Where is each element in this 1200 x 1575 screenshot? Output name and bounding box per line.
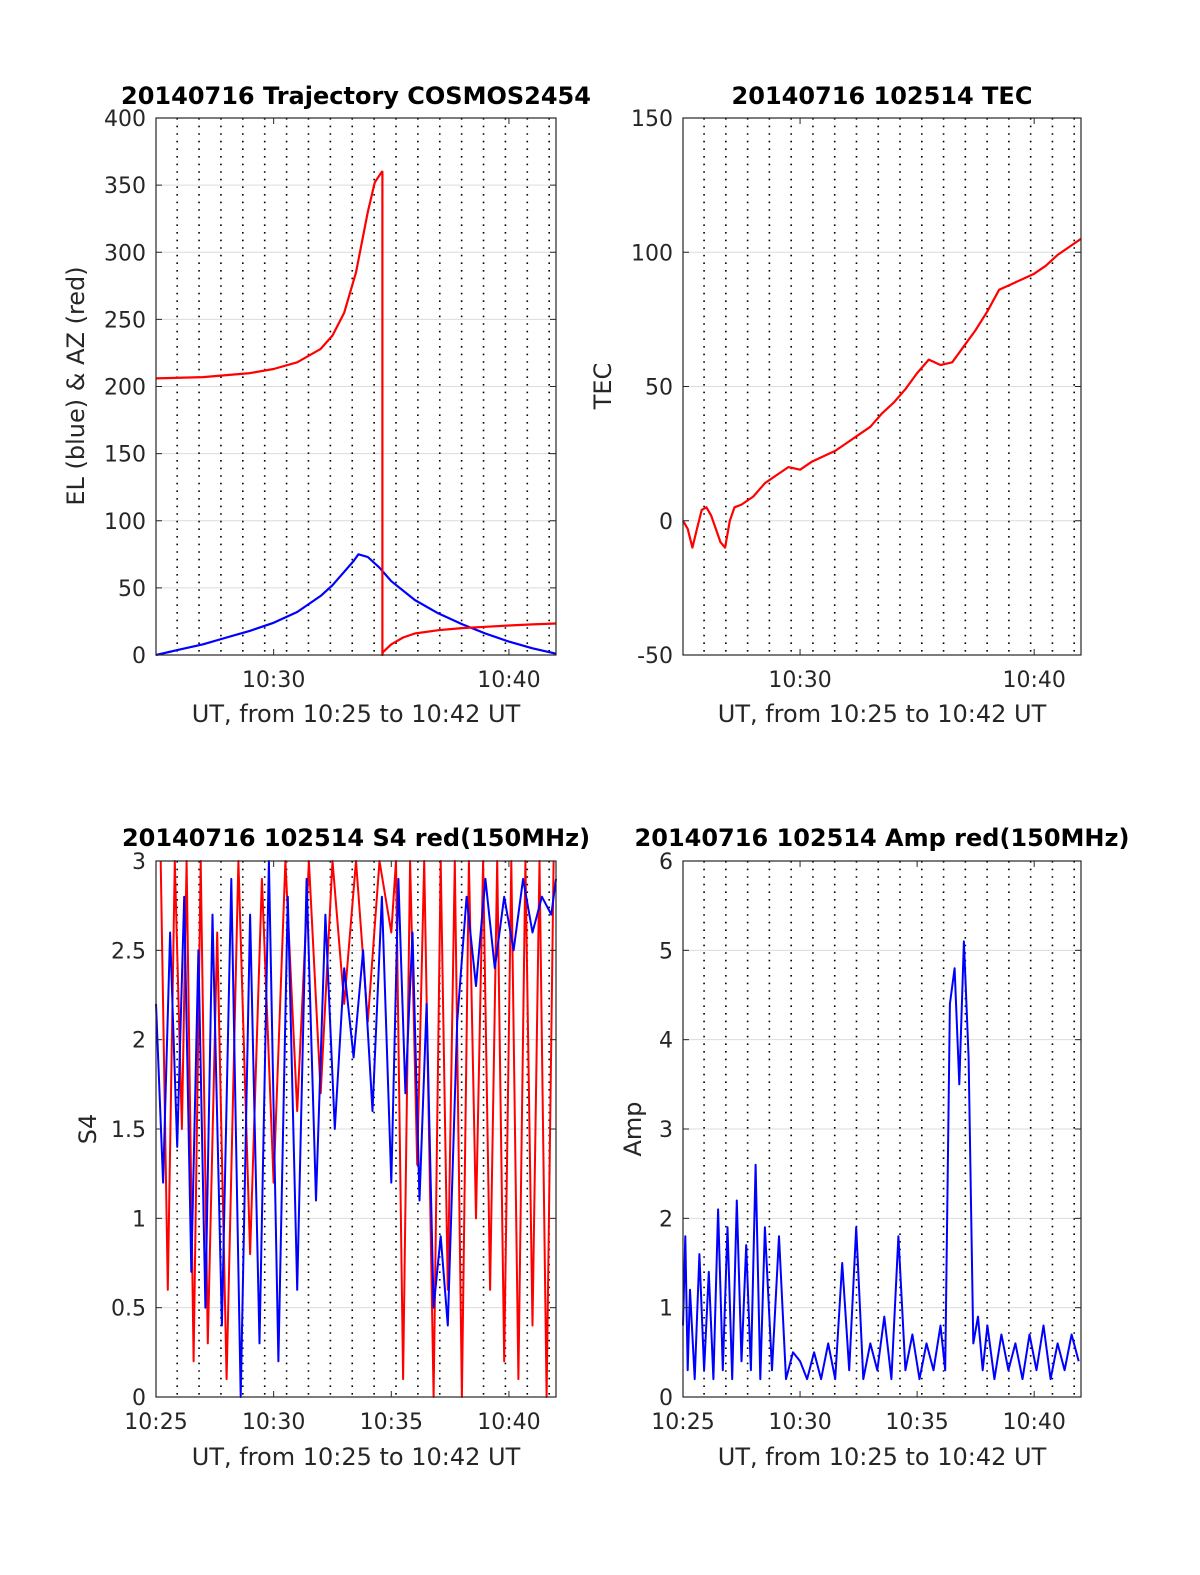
x-tick-label: 10:40 xyxy=(477,1410,540,1435)
panel-s4: 0 0.5 1 1.5 2 2.5 3 10:25 10:30 10:35 10:40 201407… xyxy=(74,824,590,1471)
x-tick-label: 10:35 xyxy=(360,1410,423,1435)
y-tick-label: 200 xyxy=(104,376,146,401)
y-tick-label: 50 xyxy=(118,577,146,602)
series-line-amp-0 xyxy=(682,940,1080,1381)
x-tick-label: 10:30 xyxy=(242,668,305,693)
y-tick-label: 400 xyxy=(104,107,146,132)
y-tick-label: 350 xyxy=(104,174,146,199)
ylabel-trajectory: EL (blue) & AZ (red) xyxy=(62,266,90,505)
y-tick-label: 300 xyxy=(104,241,146,266)
series-line-tec-0 xyxy=(682,237,1082,549)
ticks-amp: 0 1 2 3 4 5 6 10:25 10:30 10:35 10:40 xyxy=(651,850,1081,1435)
y-tick-label: 150 xyxy=(631,107,673,132)
x-tick-label: 10:40 xyxy=(1002,668,1065,693)
xlabel-tec: UT, from 10:25 to 10:42 UT xyxy=(718,700,1047,728)
y-tick-label: 100 xyxy=(104,510,146,535)
y-tick-label: 50 xyxy=(645,376,673,401)
xlabel-trajectory: UT, from 10:25 to 10:42 UT xyxy=(192,700,521,728)
y-tick-label: 6 xyxy=(659,850,673,875)
grid-tec xyxy=(683,251,1081,522)
y-tick-label: 2 xyxy=(659,1207,673,1232)
y-tick-label: 0 xyxy=(659,510,673,535)
title-trajectory: 20140716 Trajectory COSMOS2454 xyxy=(121,82,591,110)
panel-amp: 0 1 2 3 4 5 6 10:25 10:30 10:35 10:40 20140716 102… xyxy=(619,824,1129,1471)
y-tick-label: 0.5 xyxy=(111,1297,146,1322)
panel-tec: -50 0 50 100 150 10:30 10:40 20140716 102514 T… xyxy=(589,82,1082,728)
x-tick-label: 10:30 xyxy=(768,1410,831,1435)
y-tick-label: 4 xyxy=(659,1029,673,1054)
x-tick-label: 10:35 xyxy=(885,1410,948,1435)
title-s4: 20140716 102514 S4 red(150MHz) xyxy=(122,824,590,852)
y-tick-label: 0 xyxy=(659,1386,673,1411)
y-tick-label: 0 xyxy=(132,644,146,669)
series-s4 xyxy=(155,860,557,1398)
title-amp: 20140716 102514 Amp red(150MHz) xyxy=(635,824,1130,852)
series-tec xyxy=(682,237,1082,549)
y-tick-label: 1.5 xyxy=(111,1118,146,1143)
y-tick-label: 250 xyxy=(104,308,146,333)
ticks-tec: -50 0 50 100 150 10:30 10:40 xyxy=(631,107,1081,693)
series-amp xyxy=(682,940,1080,1381)
y-tick-label: 2 xyxy=(132,1029,146,1054)
y-tick-label: 3 xyxy=(659,1118,673,1143)
y-tick-label: 0 xyxy=(132,1386,146,1411)
y-tick-label: -50 xyxy=(637,644,673,669)
x-tick-label: 10:25 xyxy=(651,1410,714,1435)
series-line-s4-1 xyxy=(155,860,557,1398)
series-line-trajectory-1 xyxy=(155,170,557,657)
y-tick-label: 2.5 xyxy=(111,939,146,964)
title-tec: 20140716 102514 TEC xyxy=(732,82,1033,110)
xlabel-s4: UT, from 10:25 to 10:42 UT xyxy=(192,1443,521,1471)
xlabel-amp: UT, from 10:25 to 10:42 UT xyxy=(718,1443,1047,1471)
x-tick-label: 10:40 xyxy=(1002,1410,1065,1435)
ticks-trajectory: 0 50 100 150 200 250 300 350 400 10:30 10:40 xyxy=(104,107,556,693)
x-tick-label: 10:30 xyxy=(768,668,831,693)
x-tick-label: 10:30 xyxy=(242,1410,305,1435)
ylabel-tec: TEC xyxy=(589,363,617,411)
y-tick-label: 150 xyxy=(104,443,146,468)
series-trajectory xyxy=(155,170,557,657)
series-line-s4-0 xyxy=(159,860,555,1398)
x-tick-label: 10:40 xyxy=(477,668,540,693)
series-line-trajectory-0 xyxy=(155,553,557,657)
y-tick-label: 1 xyxy=(132,1207,146,1232)
y-tick-label: 3 xyxy=(132,850,146,875)
grid-trajectory xyxy=(156,184,556,589)
ylabel-amp: Amp xyxy=(619,1101,647,1156)
x-tick-label: 10:25 xyxy=(124,1410,187,1435)
panel-trajectory: 0 50 100 150 200 250 300 350 400 10:30 10:40 20140… xyxy=(62,82,591,728)
ticks-s4: 0 0.5 1 1.5 2 2.5 3 10:25 10:30 10:35 10:40 xyxy=(111,850,556,1435)
ylabel-s4: S4 xyxy=(74,1114,102,1145)
y-tick-label: 1 xyxy=(659,1297,673,1322)
y-tick-label: 5 xyxy=(659,939,673,964)
y-tick-label: 100 xyxy=(631,241,673,266)
